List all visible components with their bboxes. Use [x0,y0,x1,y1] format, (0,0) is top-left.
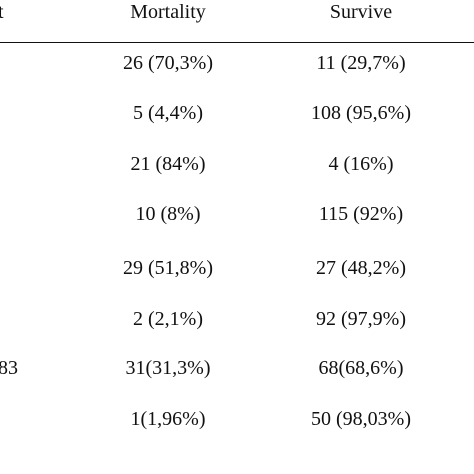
mortality-cell: 26 (70,3%) [123,52,213,74]
mortality-column-header: Mortality [130,1,206,23]
survive-cell: 68(68,6%) [318,357,404,379]
mortality-cell: 29 (51,8%) [123,257,213,279]
mortality-cell: 21 (84%) [130,153,206,175]
header-left-fragment: t [0,1,4,23]
survive-cell: 92 (97,9%) [316,308,406,330]
mortality-cell: 1(1,96%) [130,408,206,430]
survive-cell: 11 (29,7%) [316,52,406,74]
mortality-cell: 10 (8%) [135,203,201,225]
survive-cell: 108 (95,6%) [311,102,411,124]
survive-column-header: Survive [329,1,393,23]
header-rule [0,42,474,43]
mortality-cell: 2 (2,1%) [133,308,203,330]
mortality-cell: 31(31,3%) [125,357,211,379]
survive-cell: 27 (48,2%) [316,257,406,279]
mortality-cell: 5 (4,4%) [133,102,203,124]
survive-cell: 115 (92%) [318,203,404,225]
survive-cell: 4 (16%) [328,153,394,175]
survive-cell: 50 (98,03%) [311,408,411,430]
row-left-fragment: 83 [0,357,18,379]
